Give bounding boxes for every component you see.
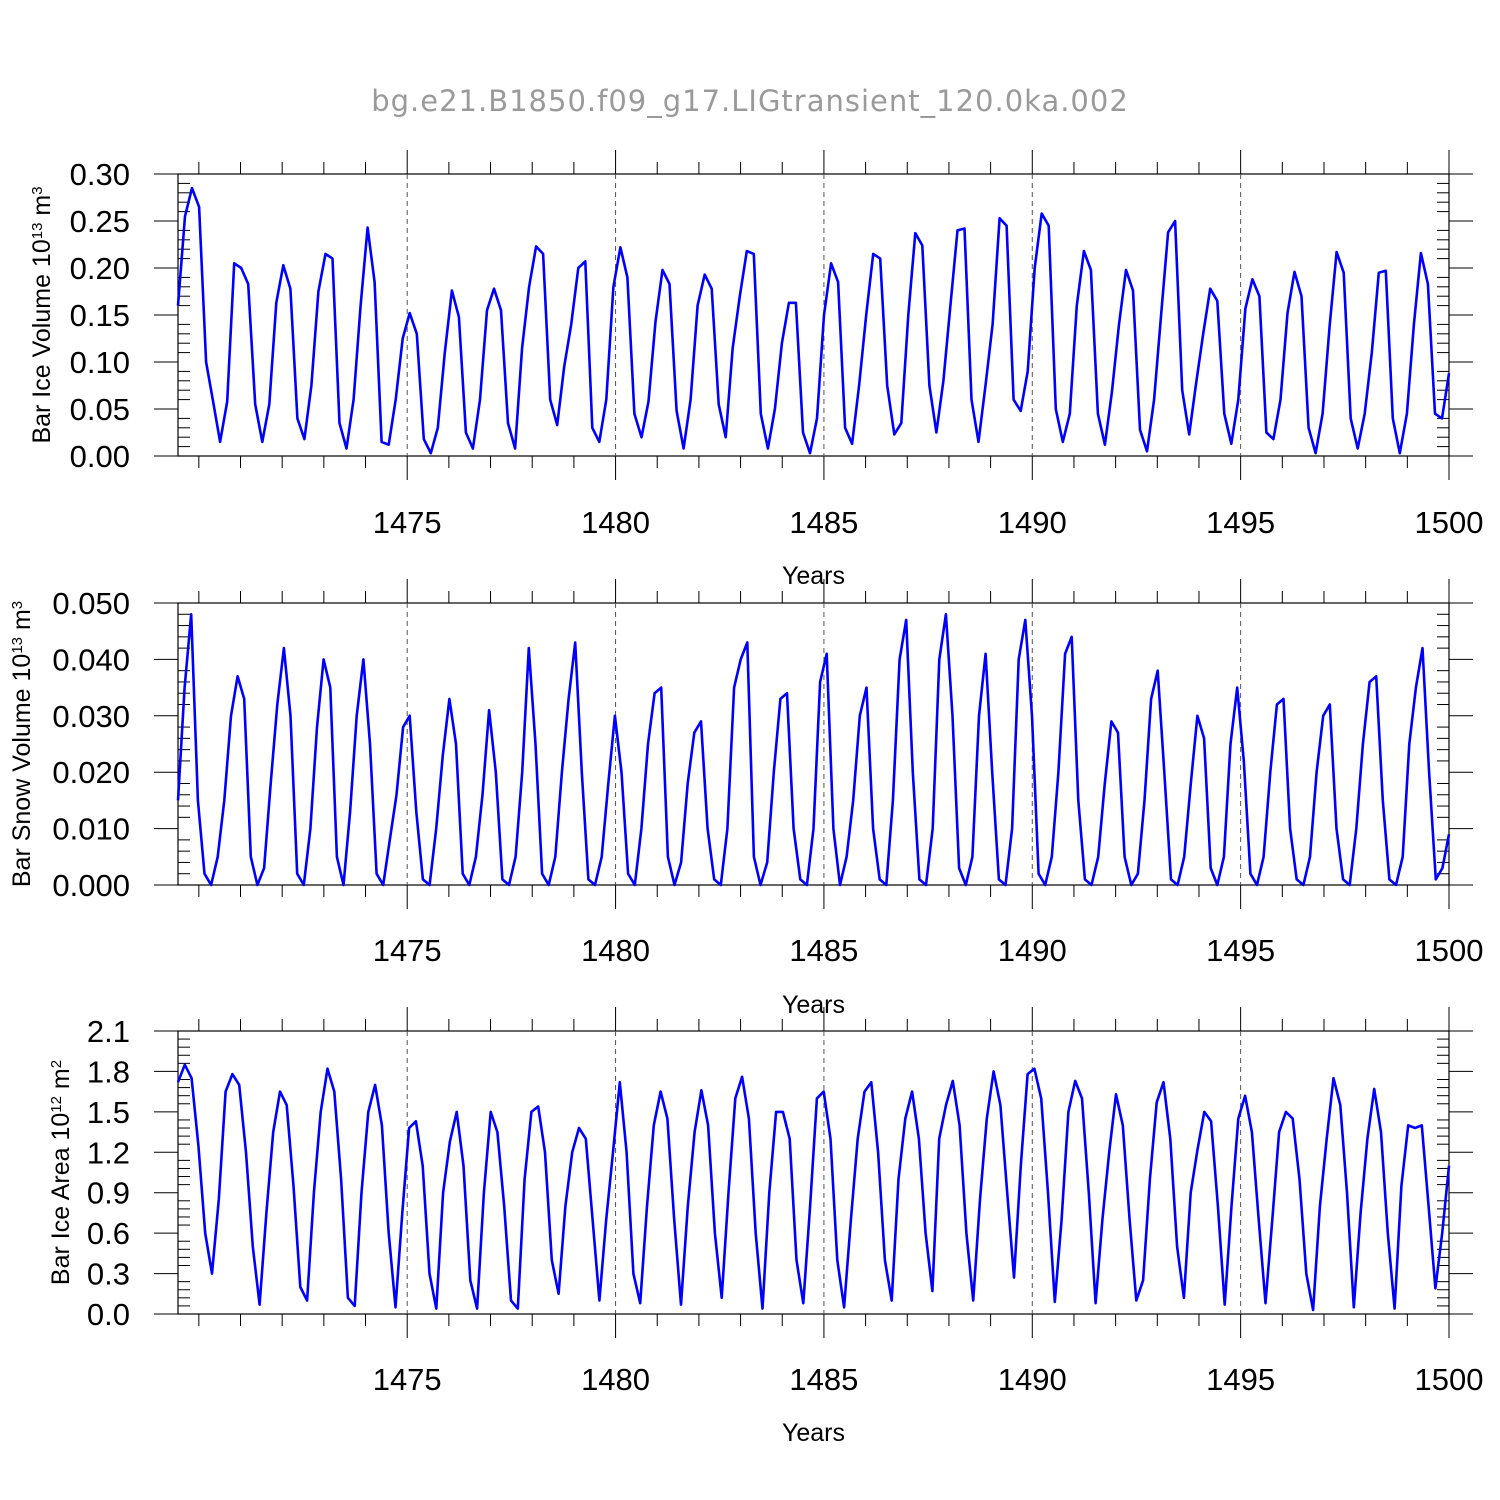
y-axis-title: Bar Snow Volume 1013 m3 [8,601,36,887]
y-tick-label: 1.8 [87,1054,130,1089]
x-tick-label: 1475 [373,933,442,968]
x-tick-label: 1500 [1415,1362,1484,1397]
x-tick-label: 1490 [998,505,1067,540]
y-tick-label: 0.3 [87,1257,130,1292]
chart-panel-1: 0.00 0.05 0.10 0.15 0.20 0.25 0.30 1475 1480 1485… [28,150,1483,590]
y-axis-title: Bar Ice Volume 1013 m3 [28,186,56,443]
chart-panel-2: 0.000 0.010 0.020 0.030 0.040 0.050 1475 1480 14… [8,579,1483,1019]
y-axis-title: Bar Ice Area 1012 m2 [47,1060,75,1285]
plot-frame [177,602,1450,886]
series-line-1 [176,186,1451,455]
chart-panel-3: 0.0 0.3 0.6 0.9 1.2 1.5 1.8 2.1 1475 1480 1485 1490… [47,1007,1483,1447]
y-tick-label: 0.6 [87,1216,130,1251]
y-tick-label: 0.20 [70,251,130,286]
x-tick-label: 1495 [1206,505,1275,540]
x-axis-title: Years [782,562,845,590]
y-tick-label: 0.25 [70,204,130,239]
y-tick-label: 0.050 [52,586,130,621]
y-tick-label: 0.020 [52,755,130,790]
y-axis-title-exponent: 2 [48,1060,65,1068]
y-axis-title-exponent: 3 [29,186,46,194]
x-tick-label: 1480 [581,933,650,968]
y-tick-label: 0.040 [52,642,130,677]
y-axis-title-part: Bar Ice Volume 10 [28,239,56,443]
y-tick-label: 0.30 [70,157,130,192]
y-axis-title-part: m [47,1068,75,1096]
series-line-1 [176,1063,1451,1312]
x-tick-label: 1480 [581,505,650,540]
x-tick-label: 1480 [581,1362,650,1397]
y-tick-label: 1.2 [87,1135,130,1170]
y-axis-title-part: Bar Ice Area 10 [47,1113,75,1285]
y-tick-label: 1.5 [87,1095,130,1130]
x-tick-label: 1485 [789,505,858,540]
plot-frame [177,173,1450,457]
y-tick-label: 0.030 [52,699,130,734]
y-tick-label: 0.00 [70,439,130,474]
x-tick-label: 1485 [789,933,858,968]
y-axis-title-part: m [8,609,36,637]
x-tick-label: 1500 [1415,505,1484,540]
x-tick-label: 1500 [1415,933,1484,968]
x-tick-label: 1475 [373,505,442,540]
x-axis-title: Years [782,1419,845,1447]
y-tick-label: 0.010 [52,812,130,847]
y-axis-title-exponent: 13 [9,637,26,654]
y-tick-label: 0.0 [87,1297,130,1332]
x-tick-label: 1485 [789,1362,858,1397]
x-tick-label: 1495 [1206,1362,1275,1397]
y-tick-label: 0.9 [87,1176,130,1211]
x-tick-label: 1475 [373,1362,442,1397]
y-axis-title-exponent: 3 [9,601,26,609]
y-tick-label: 0.05 [70,392,130,427]
y-tick-label: 0.000 [52,868,130,903]
y-tick-label: 0.10 [70,345,130,380]
y-tick-label: 2.1 [87,1014,130,1049]
y-axis-title-exponent: 12 [48,1096,65,1113]
x-tick-label: 1490 [998,1362,1067,1397]
y-axis-title-exponent: 13 [29,223,46,240]
figure-title: bg.e21.B1850.f09_g17.LIGtransient_120.0k… [371,84,1129,118]
x-tick-label: 1490 [998,933,1067,968]
y-axis-title-part: m [28,195,56,223]
y-tick-label: 0.15 [70,298,130,333]
y-axis-title-part: Bar Snow Volume 10 [8,654,36,887]
x-tick-label: 1495 [1206,933,1275,968]
series-line-1 [176,612,1451,887]
x-axis-title: Years [782,991,845,1019]
